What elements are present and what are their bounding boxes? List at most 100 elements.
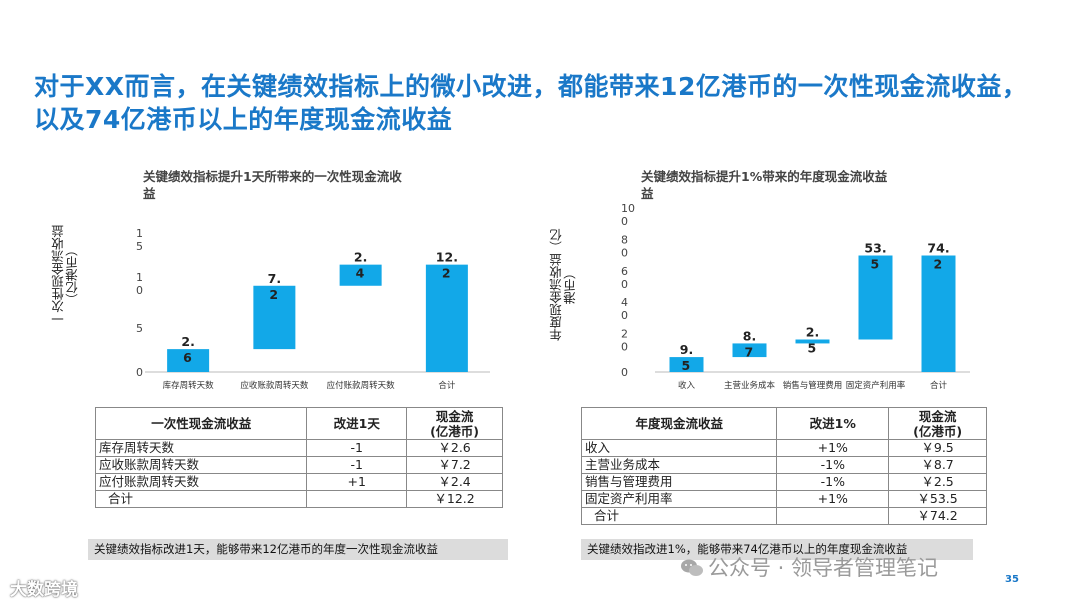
left-table-body: 库存周转天数 -1 ￥2.6 应收账款周转天数 -1 ￥7.2 应付账款周转天数 +1 ￥2.4… xyxy=(94,439,503,508)
right-table-cell: ￥9.5 xyxy=(888,439,987,457)
y-tick-label: 0 xyxy=(136,284,143,297)
left-table-header-value-line1: 现金流 xyxy=(435,408,474,424)
y-tick-label: 8 xyxy=(621,233,628,246)
data-label: 2. xyxy=(806,325,819,340)
page-title: 对于XX而言，在关键绩效指标上的微小改进，都能带来12亿港币的一次性现金流收益，… xyxy=(34,72,1028,134)
y-tick-label: 0 xyxy=(136,366,143,379)
x-tick-label: 销售与管理费用 xyxy=(783,380,843,391)
left-chart-title: 关键绩效指标提升1天所带来的一次性现金流收 益 xyxy=(143,168,402,202)
y-tick-label: 0 xyxy=(621,278,628,291)
bar xyxy=(425,264,468,372)
left-table-row: 合计 ￥12.2 xyxy=(94,490,503,508)
bar xyxy=(921,255,956,372)
data-label: 12. xyxy=(436,250,458,265)
left-table-cell: 应收账款周转天数 xyxy=(94,456,308,474)
brand-logo: 大数跨境 xyxy=(10,580,78,600)
right-table-row: 销售与管理费用 -1% ￥2.5 xyxy=(580,473,987,491)
data-label: 2 xyxy=(269,287,278,302)
left-table-cell: +1 xyxy=(306,473,408,491)
y-tick-label: 10 xyxy=(621,202,635,215)
watermark-text: 公众号 · 领导者管理笔记 xyxy=(708,556,939,580)
right-table-cell: 销售与管理费用 xyxy=(580,473,778,491)
right-table-cell: ￥74.2 xyxy=(888,507,987,525)
x-tick-label: 主营业务成本 xyxy=(724,380,776,391)
data-label: 5 xyxy=(808,341,817,356)
y-tick-label: 2 xyxy=(621,328,628,341)
left-kpi-table: 一次性现金流收益 改进1天 现金流 (亿港币) 库存周转天数 -1 ￥2.6 应收账款… xyxy=(94,407,503,508)
x-tick-label: 合计 xyxy=(438,380,456,391)
y-tick-label: 0 xyxy=(621,246,628,259)
y-tick-label: 4 xyxy=(621,296,628,309)
left-note: 关键绩效指标改进1天，能够带来12亿港币的年度一次性现金流收益 xyxy=(88,539,508,560)
data-label: 5 xyxy=(871,257,880,272)
left-table-cell: ￥7.2 xyxy=(406,456,503,474)
data-label: 4 xyxy=(356,266,365,281)
x-tick-label: 应付账款周转天数 xyxy=(327,380,396,391)
right-chart-title-line1: 关键绩效指标提升1%带来的年度现金流收益 xyxy=(641,169,888,184)
left-table-cell: ￥2.6 xyxy=(406,439,503,457)
data-label: 6 xyxy=(183,350,192,365)
y-tick-label: 5 xyxy=(136,322,143,335)
data-label: 53. xyxy=(864,241,886,256)
data-label: 9. xyxy=(680,342,693,357)
data-label: 2 xyxy=(934,257,943,272)
y-tick-label: 1 xyxy=(136,271,143,284)
left-table-cell: 合计 xyxy=(94,490,308,508)
page-number: 35 xyxy=(1005,574,1019,585)
right-table-header-metric: 年度现金流收益 xyxy=(580,407,778,440)
left-table-header-change: 改进1天 xyxy=(306,407,408,440)
left-chart-title-line2: 益 xyxy=(143,186,156,201)
bar xyxy=(339,264,382,286)
right-table-cell xyxy=(776,507,890,525)
data-label: 74. xyxy=(927,241,949,256)
left-table-row: 应付账款周转天数 +1 ￥2.4 xyxy=(94,473,503,491)
right-table-cell: 收入 xyxy=(580,439,778,457)
x-tick-label: 收入 xyxy=(678,380,696,391)
left-table-cell: ￥12.2 xyxy=(406,490,503,508)
right-table-cell: -1% xyxy=(776,473,890,491)
left-table-header-value-line2: (亿港币) xyxy=(430,423,480,439)
right-table-cell: 主营业务成本 xyxy=(580,456,778,474)
left-table-cell: 应付账款周转天数 xyxy=(94,473,308,491)
left-table-cell: 库存周转天数 xyxy=(94,439,308,457)
data-label: 8. xyxy=(743,328,756,343)
left-table-cell: -1 xyxy=(306,439,408,457)
data-label: 2. xyxy=(181,334,194,349)
bar xyxy=(669,357,704,372)
data-label: 2. xyxy=(354,250,367,265)
right-table-cell: ￥53.5 xyxy=(888,490,987,508)
data-label: 7 xyxy=(745,344,754,359)
data-label: 2 xyxy=(442,266,451,281)
left-table-cell: ￥2.4 xyxy=(406,473,503,491)
right-table-cell: 固定资产利用率 xyxy=(580,490,778,508)
left-table-row: 应收账款周转天数 -1 ￥7.2 xyxy=(94,456,503,474)
right-chart-title-line2: 益 xyxy=(641,186,654,201)
x-tick-label: 合计 xyxy=(930,380,948,391)
right-kpi-table: 年度现金流收益 改进1% 现金流 (亿港币) 收入 +1% ￥9.5 主营业务成本 -1… xyxy=(580,407,987,525)
right-chart-title: 关键绩效指标提升1%带来的年度现金流收益 益 xyxy=(641,168,887,202)
x-tick-label: 固定资产利用率 xyxy=(846,380,906,391)
bar xyxy=(167,349,210,372)
right-note: 关键绩效指改进1%，能够带来74亿港币以上的年度现金流收益 xyxy=(581,539,973,560)
bar xyxy=(732,343,767,358)
right-table-cell: -1% xyxy=(776,456,890,474)
y-tick-label: 0 xyxy=(621,341,628,354)
bar xyxy=(253,285,296,350)
right-table-body: 收入 +1% ￥9.5 主营业务成本 -1% ￥8.7 销售与管理费用 -1% ￥2.5 固定资产… xyxy=(580,439,987,525)
y-tick-label: 1 xyxy=(136,227,143,240)
y-tick-label: 0 xyxy=(621,309,628,322)
right-waterfall-chart: 0204060801009.5收入8.7主营业务成本2.5销售与管理费用53.5… xyxy=(621,202,970,391)
data-label: 5 xyxy=(682,358,691,373)
left-table-header-value: 现金流 (亿港币) xyxy=(406,407,503,440)
bar xyxy=(858,255,893,340)
right-table-header-change: 改进1% xyxy=(776,407,890,440)
y-tick-label: 0 xyxy=(621,366,628,379)
y-tick-label: 0 xyxy=(621,215,628,228)
watermark: 公众号 · 领导者管理笔记 xyxy=(680,552,938,582)
right-table-cell: +1% xyxy=(776,490,890,508)
bar xyxy=(795,339,830,344)
right-table-row: 主营业务成本 -1% ￥8.7 xyxy=(580,456,987,474)
right-table-row: 固定资产利用率 +1% ￥53.5 xyxy=(580,490,987,508)
right-table-cell: ￥8.7 xyxy=(888,456,987,474)
left-table-cell xyxy=(306,490,408,508)
